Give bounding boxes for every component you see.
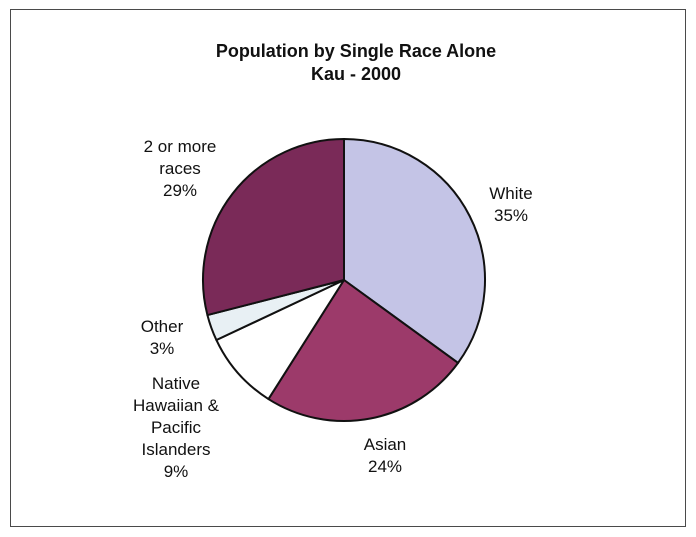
- slice-label: Asian 24%: [364, 435, 407, 476]
- pie-slice: [267, 279, 460, 422]
- slice-label-line: Asian: [364, 435, 407, 454]
- slice-label-line: races: [159, 159, 201, 178]
- pie-slice: [202, 138, 345, 317]
- slice-label: White 35%: [489, 184, 532, 225]
- slice-label: Other 3%: [141, 317, 184, 358]
- slice-label: 2 or more races 29%: [144, 137, 217, 200]
- slice-label-line: 9%: [164, 462, 189, 481]
- pie-slices: [202, 138, 486, 422]
- slice-label-line: 29%: [163, 181, 197, 200]
- slice-label-line: Hawaiian &: [133, 396, 220, 415]
- chart-title: Population by Single Race Alone: [216, 41, 496, 61]
- slice-label-line: Islanders: [142, 440, 211, 459]
- slice-label-line: White: [489, 184, 532, 203]
- slice-label-line: Pacific: [151, 418, 202, 437]
- slice-label-line: 2 or more: [144, 137, 217, 156]
- slice-label-line: 35%: [494, 206, 528, 225]
- pie-labels: White 35% Asian 24% Native Hawaiian & Pacific I…: [133, 137, 533, 481]
- slice-label-line: Other: [141, 317, 184, 336]
- slice-label-line: 24%: [368, 457, 402, 476]
- chart-subtitle: Kau - 2000: [311, 64, 401, 84]
- slice-label-line: Native: [152, 374, 200, 393]
- pie-slice: [215, 279, 345, 401]
- pie-slice: [343, 138, 486, 364]
- slice-label-line: 3%: [150, 339, 175, 358]
- slice-label: Native Hawaiian & Pacific Islanders 9%: [133, 374, 220, 481]
